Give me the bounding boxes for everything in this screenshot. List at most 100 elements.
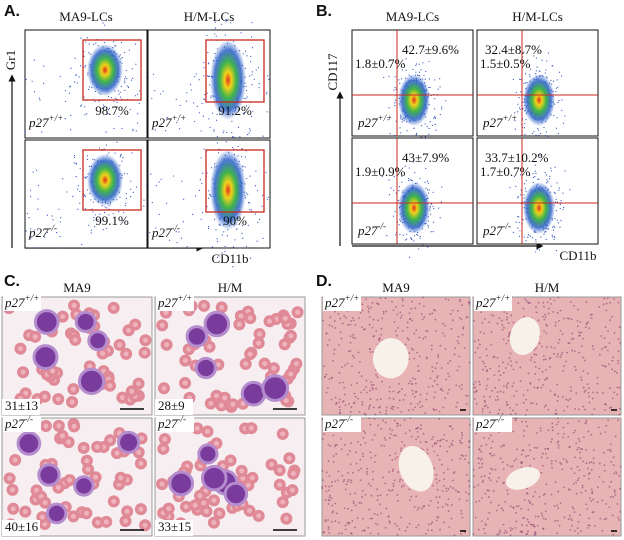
nucleus bbox=[609, 450, 612, 453]
nucleus bbox=[569, 528, 572, 531]
event-dot bbox=[200, 218, 202, 220]
nucleus bbox=[328, 324, 331, 327]
event-dot bbox=[103, 41, 106, 44]
nucleus bbox=[607, 419, 610, 422]
nucleus bbox=[374, 522, 377, 525]
nucleus bbox=[554, 519, 557, 522]
nucleus bbox=[378, 503, 381, 506]
nucleus bbox=[413, 505, 416, 508]
red-cell-center bbox=[60, 314, 66, 320]
nucleus bbox=[599, 353, 601, 356]
label-bg bbox=[3, 296, 41, 311]
nucleus bbox=[479, 383, 481, 386]
nucleus bbox=[458, 491, 460, 493]
event-dot bbox=[123, 52, 126, 54]
nucleus bbox=[550, 303, 552, 305]
nucleus bbox=[541, 514, 544, 517]
event-dot bbox=[108, 152, 110, 154]
red-cell-center bbox=[271, 365, 277, 371]
event-dot bbox=[87, 88, 90, 91]
nucleus bbox=[592, 348, 595, 351]
event-dot bbox=[559, 207, 561, 210]
nucleus bbox=[474, 386, 477, 389]
nucleus bbox=[442, 322, 444, 325]
event-dot bbox=[77, 188, 79, 190]
nucleus bbox=[617, 516, 620, 519]
nucleus bbox=[616, 503, 619, 505]
nucleus bbox=[409, 380, 412, 383]
genotype-base: p27 bbox=[157, 295, 178, 310]
event-dot bbox=[139, 90, 141, 92]
nucleus bbox=[400, 388, 403, 391]
nucleus bbox=[562, 457, 565, 460]
nucleus bbox=[394, 330, 397, 332]
red-cell-center bbox=[83, 510, 89, 516]
nucleus bbox=[580, 379, 583, 382]
event-dot bbox=[432, 230, 434, 233]
event-dot bbox=[88, 52, 90, 54]
nucleus bbox=[417, 506, 420, 509]
event-dot bbox=[126, 173, 128, 175]
event-dot bbox=[203, 62, 205, 64]
event-dot bbox=[556, 182, 558, 184]
event-dot bbox=[427, 226, 430, 228]
nucleus bbox=[586, 372, 589, 375]
nucleus bbox=[417, 365, 420, 367]
event-dot bbox=[136, 122, 139, 124]
nucleus bbox=[395, 306, 397, 309]
event-dot bbox=[98, 100, 100, 102]
event-dot bbox=[415, 63, 417, 65]
nucleus bbox=[460, 437, 463, 439]
nucleus bbox=[617, 301, 620, 304]
vessel bbox=[398, 445, 434, 492]
nucleus bbox=[410, 347, 413, 350]
event-dot bbox=[552, 229, 555, 231]
nucleus bbox=[444, 324, 447, 327]
nucleus bbox=[497, 476, 500, 479]
nucleus bbox=[360, 467, 363, 470]
event-dot bbox=[427, 220, 429, 222]
nucleus bbox=[545, 332, 548, 335]
nucleus bbox=[465, 316, 468, 319]
red-cell-center bbox=[136, 381, 142, 387]
nucleus bbox=[418, 302, 421, 305]
nucleus bbox=[345, 483, 348, 486]
nucleus bbox=[328, 496, 331, 499]
nucleus bbox=[379, 398, 382, 401]
nucleus bbox=[535, 311, 538, 314]
event-dot bbox=[217, 152, 220, 154]
event-dot bbox=[90, 199, 92, 201]
nucleus bbox=[582, 337, 584, 340]
event-dot bbox=[80, 104, 83, 106]
red-cell-center bbox=[219, 304, 225, 310]
nucleus bbox=[481, 321, 484, 324]
nucleus bbox=[504, 500, 507, 503]
nucleus bbox=[559, 330, 562, 332]
nucleus bbox=[527, 530, 529, 533]
nucleus bbox=[434, 309, 437, 312]
nucleus bbox=[361, 489, 364, 492]
nucleus bbox=[350, 406, 353, 409]
gate-percent: 91.2% bbox=[218, 103, 252, 118]
nucleus bbox=[397, 471, 400, 473]
event-dot bbox=[424, 136, 426, 138]
nucleus bbox=[608, 485, 611, 488]
nucleus bbox=[569, 301, 572, 303]
event-dot bbox=[113, 100, 115, 103]
event-dot bbox=[223, 231, 225, 233]
nucleus bbox=[514, 419, 517, 422]
event-dot bbox=[434, 116, 436, 119]
red-cell-center bbox=[201, 500, 207, 506]
nucleus bbox=[401, 440, 403, 443]
red-cell-center bbox=[100, 350, 106, 356]
nucleus bbox=[349, 341, 352, 344]
nucleus bbox=[562, 436, 565, 439]
event-dot bbox=[544, 134, 547, 137]
event-dot bbox=[232, 136, 234, 138]
event-dot bbox=[93, 219, 95, 221]
event-dot bbox=[130, 188, 132, 190]
event-dot bbox=[530, 68, 532, 70]
nucleus bbox=[368, 406, 371, 408]
nucleus bbox=[388, 436, 391, 439]
genotype-sup: +/+ bbox=[172, 113, 187, 123]
